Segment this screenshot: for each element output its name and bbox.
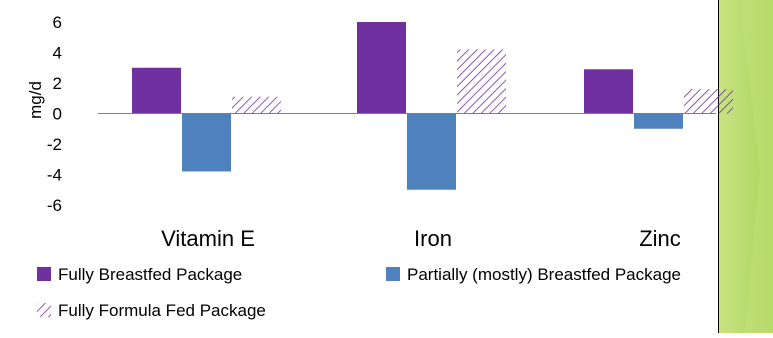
bar-fully-formula-fed	[232, 96, 281, 114]
bar-fully-formula-fed	[457, 49, 506, 114]
bars	[132, 22, 733, 190]
y-axis-title: mg/d	[26, 81, 45, 119]
side-panel-highlight	[740, 0, 773, 333]
legend-label: Partially (mostly) Breastfed Package	[407, 265, 681, 284]
y-tick-label: 2	[53, 74, 62, 93]
y-tick-label: -6	[47, 196, 62, 215]
y-tick-label: -4	[47, 166, 62, 185]
legend-label: Fully Formula Fed Package	[58, 301, 266, 320]
x-category-label: Zinc	[639, 226, 681, 251]
y-axis: mg/d	[26, 81, 45, 119]
category-labels: Vitamin E Iron Zinc	[161, 226, 681, 251]
decorative-side-panel	[718, 0, 773, 333]
y-tick-label: 0	[53, 105, 62, 124]
y-tick-label: 6	[53, 13, 62, 32]
bar-partially-breastfed	[182, 113, 231, 172]
x-category-label: Iron	[414, 226, 452, 251]
bar-fully-breastfed	[132, 67, 181, 114]
legend-label: Fully Breastfed Package	[58, 265, 242, 284]
x-category-label: Vitamin E	[161, 226, 255, 251]
legend-swatch	[37, 267, 51, 281]
bar-partially-breastfed	[407, 113, 456, 190]
y-tick-label: -2	[47, 135, 62, 154]
legend-swatch	[386, 267, 400, 281]
bar-partially-breastfed	[634, 113, 683, 129]
bar-fully-formula-fed	[684, 89, 733, 114]
y-tick-labels: 6 4 2 0 -2 -4 -6	[47, 13, 62, 215]
y-tick-label: 4	[53, 44, 62, 63]
legend: Fully Breastfed Package Partially (mostly…	[37, 265, 681, 320]
bar-fully-breastfed	[584, 69, 633, 114]
legend-swatch	[37, 303, 51, 317]
bar-fully-breastfed	[357, 22, 406, 114]
